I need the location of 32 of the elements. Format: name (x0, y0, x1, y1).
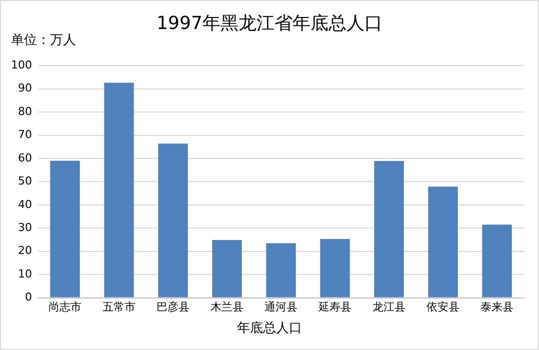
x-tick-label: 龙江县 (372, 300, 406, 314)
bar (266, 243, 296, 298)
x-tick-label: 巴彦县 (156, 300, 190, 314)
x-tick-label: 尚志市 (48, 300, 82, 314)
bar (158, 144, 188, 298)
y-tick-label: 10 (18, 267, 32, 280)
x-tick-label: 通河县 (264, 300, 298, 314)
y-axis-title: 单位：万人 (11, 32, 76, 49)
bar (428, 186, 458, 298)
y-tick-label: 100 (10, 58, 32, 72)
bar (50, 160, 80, 298)
chart-title: 1997年黑龙江省年底总人口 (156, 13, 382, 34)
y-tick-label: 20 (18, 244, 32, 258)
y-tick-label: 90 (18, 82, 32, 95)
y-tick-label: 0 (24, 290, 32, 304)
x-tick-label: 五常市 (102, 300, 136, 314)
x-tick-label: 延寿县 (318, 300, 352, 314)
y-tick-label: 70 (18, 128, 32, 142)
x-tick-label: 泰来县 (480, 300, 514, 314)
bar (482, 224, 512, 298)
y-tick-label: 40 (18, 198, 32, 211)
bar (104, 82, 134, 298)
y-tick-label: 60 (18, 151, 32, 164)
x-axis-title: 年底总人口 (236, 320, 303, 337)
y-tick-label: 50 (18, 174, 32, 188)
x-tick-label: 木兰县 (210, 300, 244, 314)
bar (212, 240, 242, 298)
y-tick-label: 80 (18, 104, 32, 118)
bar (320, 239, 350, 298)
y-tick-label: 30 (18, 221, 32, 234)
bar (374, 161, 404, 298)
x-tick-label: 依安县 (426, 300, 460, 314)
